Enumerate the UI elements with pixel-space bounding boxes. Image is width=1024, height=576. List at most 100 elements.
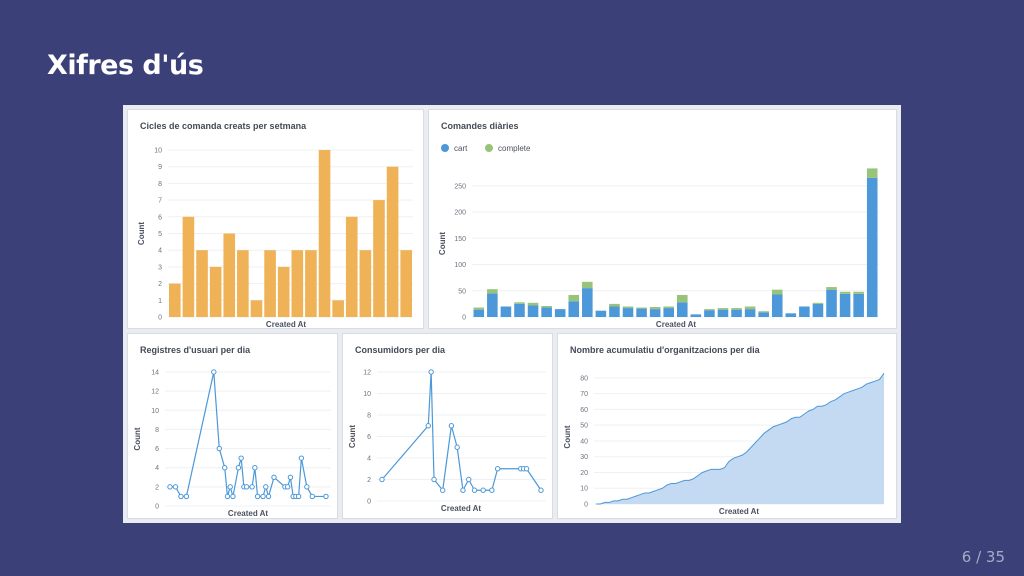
bar-cart <box>514 303 525 317</box>
y-tick-label: 10 <box>151 408 159 415</box>
chart-title: Comandes diàries <box>441 121 519 131</box>
bar <box>291 250 304 317</box>
bar <box>196 250 208 317</box>
bar <box>223 233 236 317</box>
data-point <box>523 466 530 472</box>
legend-swatch-cart <box>441 144 449 152</box>
bar <box>169 283 181 317</box>
bar-cart <box>771 294 783 317</box>
data-point <box>298 455 305 461</box>
bar-complete <box>582 281 593 289</box>
y-tick-label: 6 <box>158 214 162 221</box>
bar-cart <box>799 306 810 317</box>
page-number: 6 / 35 <box>962 548 1005 566</box>
weekly-bar-chart: 0 1 2 3 4 5 6 7 8 9 10 Created At Count <box>137 148 413 329</box>
y-tick-label: 60 <box>580 407 588 414</box>
user-signups-line-chart: 0 2 4 6 8 10 12 14 Created At Count <box>133 369 331 518</box>
bar-complete <box>771 289 783 295</box>
y-tick-label: 5 <box>158 231 162 238</box>
data-point <box>222 465 228 471</box>
bar <box>345 216 358 317</box>
consumers-line-chart: 0 2 4 6 8 10 12 Created At Count <box>348 369 546 513</box>
chart-card-cumulative-orgs: Nombre acumulatiu d'organitzacions per d… <box>557 333 897 519</box>
bar-cart <box>677 302 688 317</box>
bar-cart <box>744 309 756 317</box>
bar-cart <box>853 293 864 317</box>
y-axis-title: Count <box>348 425 357 448</box>
y-tick-label: 0 <box>155 504 159 511</box>
data-point <box>466 476 472 483</box>
bar-complete <box>622 306 634 309</box>
bar <box>209 266 222 317</box>
data-point <box>295 493 302 500</box>
y-tick-label: 10 <box>580 486 588 493</box>
data-point <box>260 493 266 500</box>
bar-cart <box>541 307 552 317</box>
y-tick-label: 70 <box>580 391 588 398</box>
chart-title: Registres d'usuari per dia <box>140 345 251 355</box>
bar-complete <box>527 302 539 306</box>
y-tick-label: 2 <box>155 484 159 491</box>
bar <box>332 300 344 317</box>
y-tick-label: 12 <box>151 389 159 396</box>
data-point <box>227 484 233 490</box>
y-tick-label: 200 <box>454 210 466 217</box>
bar-cart <box>609 306 620 317</box>
x-axis-title: Created At <box>228 509 268 518</box>
data-point <box>249 484 255 490</box>
bar <box>250 300 263 317</box>
y-axis-title: Count <box>133 427 142 450</box>
y-tick-label: 8 <box>155 427 159 434</box>
bar <box>182 216 195 317</box>
data-point <box>263 484 269 490</box>
y-tick-label: 250 <box>454 183 466 190</box>
bar-complete <box>704 309 715 311</box>
bar <box>373 200 385 317</box>
data-point <box>431 476 437 483</box>
bar-complete <box>853 291 864 294</box>
data-point <box>238 455 244 461</box>
bar-complete <box>609 303 620 307</box>
x-axis-title: Created At <box>656 320 696 329</box>
chart-title: Nombre acumulatiu d'organitzacions per d… <box>570 345 760 355</box>
x-axis-title: Created At <box>266 320 306 329</box>
bar <box>237 250 249 317</box>
bar-complete <box>866 168 878 178</box>
y-tick-label: 12 <box>363 370 371 377</box>
bar-cart <box>704 310 715 317</box>
data-point <box>265 493 272 500</box>
bar <box>400 250 412 317</box>
bar-cart <box>554 309 566 317</box>
data-point <box>254 493 261 500</box>
data-point <box>480 487 486 493</box>
data-point <box>428 369 434 375</box>
data-point <box>167 484 173 490</box>
y-tick-label: 8 <box>158 181 162 188</box>
bar-complete <box>541 305 552 308</box>
bar-cart <box>622 308 634 317</box>
data-point <box>460 487 466 493</box>
bar-complete <box>473 307 485 310</box>
legend-label-cart: cart <box>454 144 468 153</box>
y-tick-label: 10 <box>154 148 162 155</box>
series-area <box>596 373 884 504</box>
bar-cart <box>785 313 797 317</box>
series-line <box>596 372 885 505</box>
bar-complete <box>731 308 742 310</box>
data-point <box>183 493 190 500</box>
data-point <box>287 474 294 480</box>
bar-cart <box>866 177 878 317</box>
chart-title: Consumidors per dia <box>355 345 446 355</box>
y-tick-label: 6 <box>367 434 371 441</box>
bar-cart <box>690 314 702 317</box>
y-tick-label: 3 <box>158 264 162 271</box>
bar-cart <box>636 308 647 317</box>
legend-label-complete: complete <box>498 144 531 153</box>
data-point <box>448 423 455 429</box>
x-axis-title: Created At <box>719 507 759 516</box>
bar-complete <box>636 307 647 309</box>
data-point <box>211 369 217 375</box>
x-axis-title: Created At <box>441 504 481 513</box>
data-point <box>252 465 258 471</box>
